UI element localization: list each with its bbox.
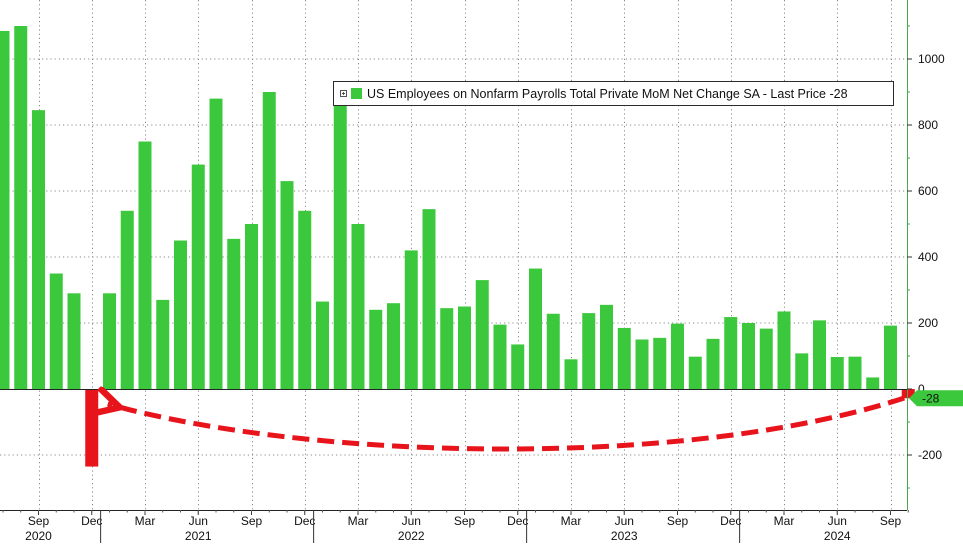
annotations	[108, 398, 906, 452]
bar-2021-02	[120, 210, 134, 389]
bar-2024-04	[795, 353, 809, 389]
red-dashed-arrow	[108, 398, 906, 452]
bar-2021-12	[298, 210, 312, 389]
bar-2020-10	[49, 273, 63, 389]
x-month-label: Jun	[615, 514, 634, 528]
bar-2024-10	[901, 389, 915, 399]
x-year-label: 2022	[398, 529, 425, 543]
y-tick-label: 600	[918, 184, 938, 198]
y-tick-label: 800	[918, 118, 938, 132]
bar-2021-03	[138, 141, 152, 389]
y-tick-label: 200	[918, 316, 938, 330]
bar-2024-02	[759, 328, 773, 389]
x-month-label: Mar	[561, 514, 582, 528]
bar-2023-03	[564, 359, 578, 389]
grid-lines	[0, 0, 907, 510]
bar-2021-08	[227, 238, 241, 389]
bar-2020-09	[32, 110, 45, 390]
bar-2024-01	[742, 323, 755, 389]
x-year-label: 2020	[25, 529, 52, 543]
bar-2024-06	[830, 356, 844, 389]
bar-2022-11	[493, 324, 507, 389]
bar-2023-09	[671, 323, 684, 389]
bar-2023-02	[546, 313, 560, 389]
bar-2022-02	[333, 101, 347, 390]
bar-2024-05	[813, 320, 826, 389]
bar-2022-09	[458, 306, 471, 389]
bar-2021-04	[156, 299, 170, 389]
x-year-label: 2021	[185, 529, 212, 543]
y-tick-label: 1000	[918, 52, 945, 66]
bar-2022-07	[422, 209, 436, 389]
last-price-marker	[909, 390, 963, 407]
bar-2024-09	[884, 325, 897, 389]
bar-2020-08	[14, 26, 28, 389]
bar-2024-07	[848, 356, 862, 389]
x-month-label: Dec	[81, 514, 102, 528]
y-tick-label: -200	[918, 448, 942, 462]
bar-2024-03	[777, 311, 791, 389]
x-month-label: Sep	[667, 514, 689, 528]
bar-2024-08	[866, 377, 880, 389]
bar-2023-11	[706, 338, 720, 389]
x-month-label: Sep	[28, 514, 50, 528]
legend-series-label: US Employees on Nonfarm Payrolls Total P…	[367, 86, 848, 101]
bar-2021-05	[174, 240, 187, 389]
bar-2023-08	[653, 337, 667, 389]
last-price-label: -28	[922, 392, 940, 406]
bar-2023-10	[688, 356, 702, 389]
legend-swatch	[351, 88, 362, 99]
bar-2021-10	[262, 92, 276, 389]
bar-2022-04	[369, 309, 383, 389]
bar-2021-01	[103, 293, 116, 389]
x-month-label: Jun	[828, 514, 847, 528]
bar-2020-07	[0, 30, 10, 389]
x-month-label: Mar	[348, 514, 369, 528]
bar-2022-08	[440, 308, 454, 389]
x-month-label: Sep	[454, 514, 476, 528]
bar-2020-11	[67, 293, 81, 389]
bar-2023-06	[617, 327, 631, 389]
bar-2022-10	[475, 280, 489, 389]
x-month-label: Sep	[880, 514, 902, 528]
x-month-label: Dec	[507, 514, 528, 528]
x-month-label: Sep	[241, 514, 263, 528]
bar-2022-01	[316, 301, 329, 389]
legend-expand-icon[interactable]	[340, 90, 347, 97]
x-month-label: Dec	[720, 514, 741, 528]
bar-series	[0, 26, 915, 467]
x-month-label: Dec	[294, 514, 315, 528]
bar-2021-06	[191, 164, 205, 389]
bar-2022-06	[404, 250, 418, 389]
x-year-label: 2023	[611, 529, 638, 543]
bar-2021-09	[245, 224, 258, 389]
x-year-label: 2024	[824, 529, 851, 543]
bar-2023-12	[724, 317, 738, 389]
bar-2022-05	[387, 303, 400, 389]
x-month-label: Mar	[135, 514, 156, 528]
bar-2023-04	[582, 313, 596, 389]
bar-2022-12	[511, 344, 525, 389]
bar-2023-05	[600, 304, 613, 389]
x-month-label: Jun	[189, 514, 208, 528]
x-month-label: Jun	[402, 514, 421, 528]
bar-2021-07	[209, 98, 223, 389]
y-tick-label: 0	[918, 382, 925, 396]
bar-2021-11	[280, 181, 294, 389]
bar-2023-01	[529, 268, 542, 389]
legend: US Employees on Nonfarm Payrolls Total P…	[333, 81, 894, 106]
bar-2023-07	[635, 339, 649, 389]
y-tick-label: 400	[918, 250, 938, 264]
bar-2020-12	[85, 389, 99, 467]
x-month-label: Mar	[774, 514, 795, 528]
bar-2022-03	[351, 224, 365, 389]
